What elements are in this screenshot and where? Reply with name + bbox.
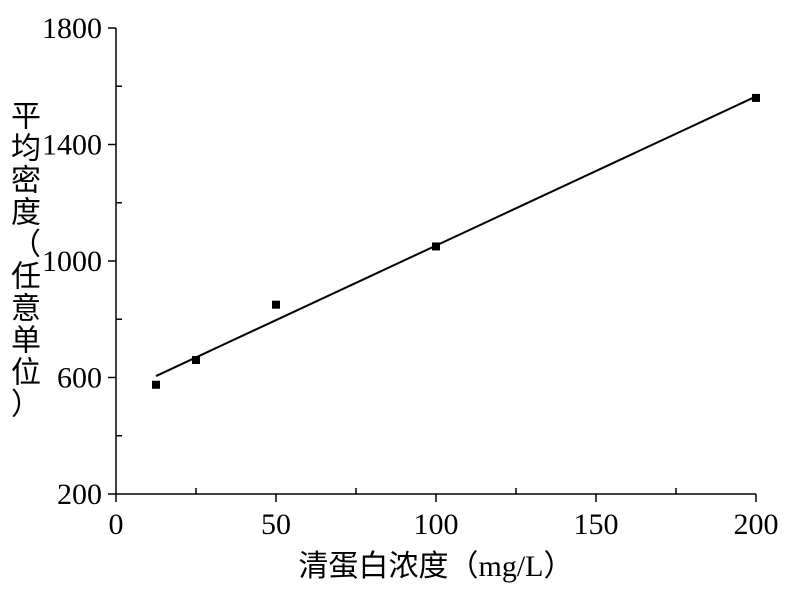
y-axis-label: 平均密度（任意单位）: [11, 101, 41, 422]
scatter-chart: 0 50 100 150 200 200 600 1000 1400 1800 清蛋白浓度（mg/L…: [0, 0, 800, 606]
chart-container: 0 50 100 150 200 200 600 1000 1400 1800 清蛋白浓度（mg/L…: [0, 0, 800, 606]
y-tick-label: 1400: [42, 129, 102, 162]
data-point: [152, 381, 160, 389]
y-tick-label: 1000: [42, 245, 102, 278]
data-point: [432, 242, 440, 250]
data-point: [192, 356, 200, 364]
y-tick-label: 200: [57, 478, 102, 511]
x-tick-label: 150: [574, 508, 619, 541]
x-tick-label: 0: [109, 508, 124, 541]
y-tick-label: 1800: [42, 12, 102, 45]
data-point: [752, 94, 760, 102]
data-point: [272, 301, 280, 309]
x-axis-label: 清蛋白浓度（mg/L）: [299, 550, 574, 583]
x-tick-label: 50: [261, 508, 291, 541]
x-tick-label: 200: [734, 508, 779, 541]
regression-line: [156, 96, 756, 376]
x-tick-label: 100: [414, 508, 459, 541]
y-tick-label: 600: [57, 362, 102, 395]
